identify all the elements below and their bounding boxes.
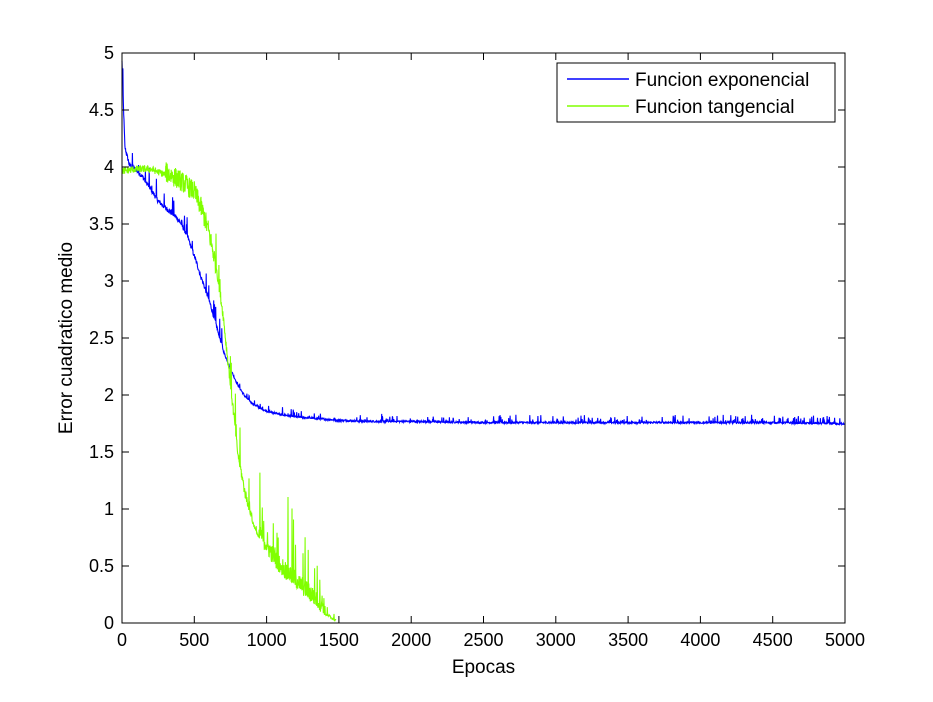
y-axis-title: Error cuadratico medio [56, 242, 77, 434]
y-tick-label: 0.5 [89, 556, 114, 576]
y-tick-label: 0 [104, 613, 114, 633]
y-tick-label: 4 [104, 157, 114, 177]
x-tick-label: 4000 [680, 630, 720, 650]
legend-label-tangencial: Funcion tangencial [635, 97, 795, 118]
series-line-tangencial [121, 162, 337, 622]
series-layer [121, 60, 846, 622]
y-tick-label: 3.5 [89, 214, 114, 234]
y-tick-label: 5 [104, 43, 114, 63]
x-tick-label: 1500 [319, 630, 359, 650]
x-tick-label: 2000 [391, 630, 431, 650]
series-line-exponencial [121, 60, 846, 427]
legend-label-exponencial: Funcion exponencial [635, 70, 809, 91]
x-tick-label: 4500 [753, 630, 793, 650]
legend-box [556, 62, 836, 123]
y-tick-label: 2 [104, 385, 114, 405]
x-tick-label: 3000 [536, 630, 576, 650]
x-tick-label: 3500 [608, 630, 648, 650]
x-tick-label: 2500 [463, 630, 503, 650]
x-tick-label: 500 [179, 630, 209, 650]
plot-area: 0 500 1000 1500 2000 2500 3000 3500 4000 4500 5000… [89, 43, 865, 650]
y-tick-label: 2.5 [89, 328, 114, 348]
x-tick-label: 0 [117, 630, 127, 650]
y-tick-label: 3 [104, 271, 114, 291]
y-tick-label: 1 [104, 499, 114, 519]
y-tick-label: 1.5 [89, 442, 114, 462]
x-axis-title: Epocas [452, 657, 515, 678]
y-tick-label: 4.5 [89, 100, 114, 120]
x-tick-label: 1000 [247, 630, 287, 650]
legend: Funcion exponencial Funcion tangencial [556, 62, 836, 123]
ticks-layer: 0 500 1000 1500 2000 2500 3000 3500 4000 4500 5000… [89, 43, 865, 650]
x-tick-label: 5000 [825, 630, 865, 650]
